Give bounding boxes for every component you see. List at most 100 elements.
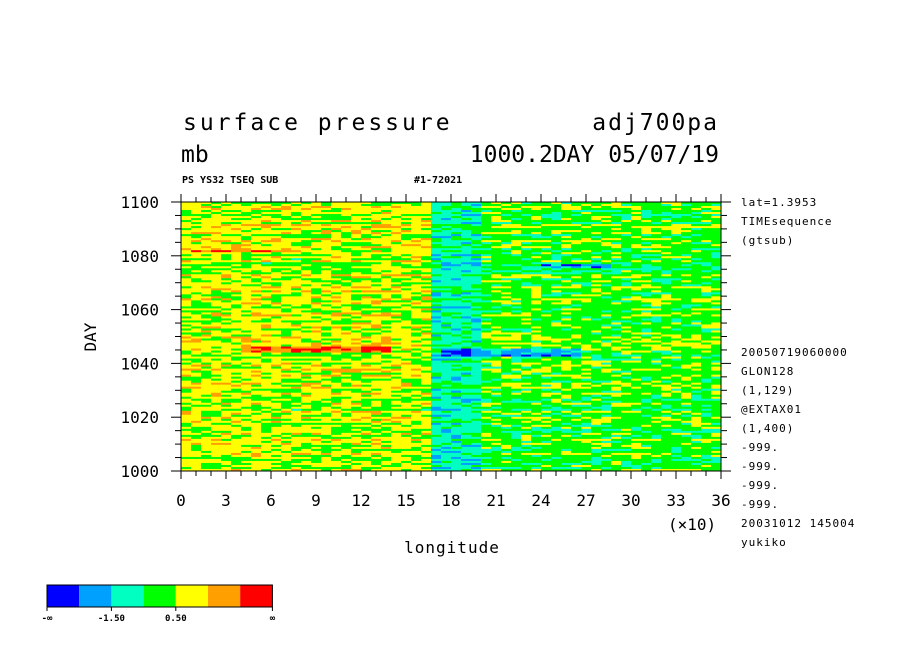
heatmap-cell xyxy=(681,308,692,312)
heatmap-cell xyxy=(621,296,632,299)
heatmap-cell xyxy=(561,302,572,305)
heatmap-cell xyxy=(391,230,402,233)
heatmap-cell xyxy=(181,322,192,326)
heatmap-cell xyxy=(351,362,362,366)
heatmap-cell xyxy=(181,280,192,283)
heatmap-cell xyxy=(701,204,712,207)
heatmap-cell xyxy=(241,342,252,346)
heatmap-cell xyxy=(371,374,382,378)
heatmap-cell xyxy=(191,298,202,301)
heatmap-cell xyxy=(301,248,312,251)
heatmap-cell xyxy=(511,292,522,295)
heatmap-cell xyxy=(391,302,402,305)
heatmap-cell xyxy=(371,384,382,388)
heatmap-cell xyxy=(531,336,542,340)
heatmap-cell xyxy=(261,208,272,211)
heatmap-cell xyxy=(211,360,222,364)
heatmap-cell xyxy=(631,270,642,273)
heatmap-cell xyxy=(621,258,632,261)
heatmap-cell xyxy=(231,350,242,354)
heatmap-cell xyxy=(441,384,452,388)
heatmap-cell xyxy=(281,320,292,324)
heatmap-cell xyxy=(621,208,632,211)
heatmap-cell xyxy=(491,210,502,213)
heatmap-cell xyxy=(541,360,552,364)
heatmap-cell xyxy=(551,368,562,372)
heatmap-cell xyxy=(681,330,692,334)
heatmap-cell xyxy=(181,304,192,307)
heatmap-cell xyxy=(541,286,552,289)
heatmap-cell xyxy=(561,234,572,237)
heatmap-cell xyxy=(571,298,582,301)
heatmap-cell xyxy=(481,248,492,251)
heatmap-cell xyxy=(421,202,432,205)
heatmap-cell xyxy=(371,292,382,295)
heatmap-cell xyxy=(531,322,542,326)
heatmap-cell xyxy=(381,228,392,231)
heatmap-cell xyxy=(471,378,482,382)
heatmap-cell xyxy=(371,352,382,356)
heatmap-cell xyxy=(371,216,382,219)
heatmap-cell xyxy=(671,242,682,245)
heatmap-cell xyxy=(351,354,362,358)
heatmap-cell xyxy=(631,228,642,231)
heatmap-cell xyxy=(181,352,192,356)
heatmap-cell xyxy=(321,362,332,366)
heatmap-cell xyxy=(391,258,402,261)
heatmap-cell xyxy=(471,368,482,372)
heatmap-cell xyxy=(251,208,262,211)
heatmap-cell xyxy=(271,284,282,287)
heatmap-cell xyxy=(581,276,592,279)
heatmap-cell xyxy=(241,332,252,336)
heatmap-cell xyxy=(261,244,272,247)
heatmap-cell xyxy=(221,230,232,233)
heatmap-cell xyxy=(711,280,721,283)
heatmap-cell xyxy=(401,220,412,223)
heatmap-cell xyxy=(431,320,442,324)
heatmap-cell xyxy=(541,276,552,279)
heatmap-cell xyxy=(671,382,682,386)
heatmap-cell xyxy=(271,210,282,213)
heatmap-cell xyxy=(591,262,602,265)
heatmap-cell xyxy=(501,346,512,350)
heatmap-cell xyxy=(251,330,262,334)
heatmap-cell xyxy=(601,374,612,378)
heatmap-cell xyxy=(211,250,222,253)
heatmap-cell xyxy=(561,308,572,312)
heatmap-cell xyxy=(291,282,302,285)
heatmap-cell xyxy=(681,338,692,342)
heatmap-cell xyxy=(651,222,662,225)
heatmap-cell xyxy=(661,330,672,334)
heatmap-cell xyxy=(531,234,542,237)
heatmap-cell xyxy=(251,364,262,368)
heatmap-cell xyxy=(321,222,332,225)
heatmap-cell xyxy=(311,358,322,362)
heatmap-cell xyxy=(571,286,582,289)
heatmap-cell xyxy=(181,260,192,263)
heatmap-cell xyxy=(451,240,462,243)
heatmap-cell xyxy=(431,298,442,301)
heatmap-cell xyxy=(561,354,572,358)
heatmap-cell xyxy=(211,344,222,348)
heatmap-cell xyxy=(461,350,472,354)
heatmap-cell xyxy=(511,376,522,380)
heatmap-cell xyxy=(501,298,512,301)
heatmap-cell xyxy=(261,326,272,330)
heatmap-cell xyxy=(701,282,712,285)
heatmap-cell xyxy=(331,212,342,215)
heatmap-cell xyxy=(361,236,372,239)
heatmap-cell xyxy=(521,334,532,338)
heatmap-cell xyxy=(391,338,402,342)
heatmap-cell xyxy=(481,262,492,265)
heatmap-cell xyxy=(511,360,522,364)
heatmap-cell xyxy=(191,260,202,263)
heatmap-cell xyxy=(521,276,532,279)
heatmap-cell xyxy=(491,208,502,211)
heatmap-cell xyxy=(231,208,242,211)
heatmap-cell xyxy=(501,358,512,362)
heatmap-cell xyxy=(551,262,562,265)
heatmap-cell xyxy=(421,370,432,374)
heatmap-cell xyxy=(371,330,382,334)
heatmap-cell xyxy=(571,270,582,273)
heatmap-cell xyxy=(261,232,272,235)
